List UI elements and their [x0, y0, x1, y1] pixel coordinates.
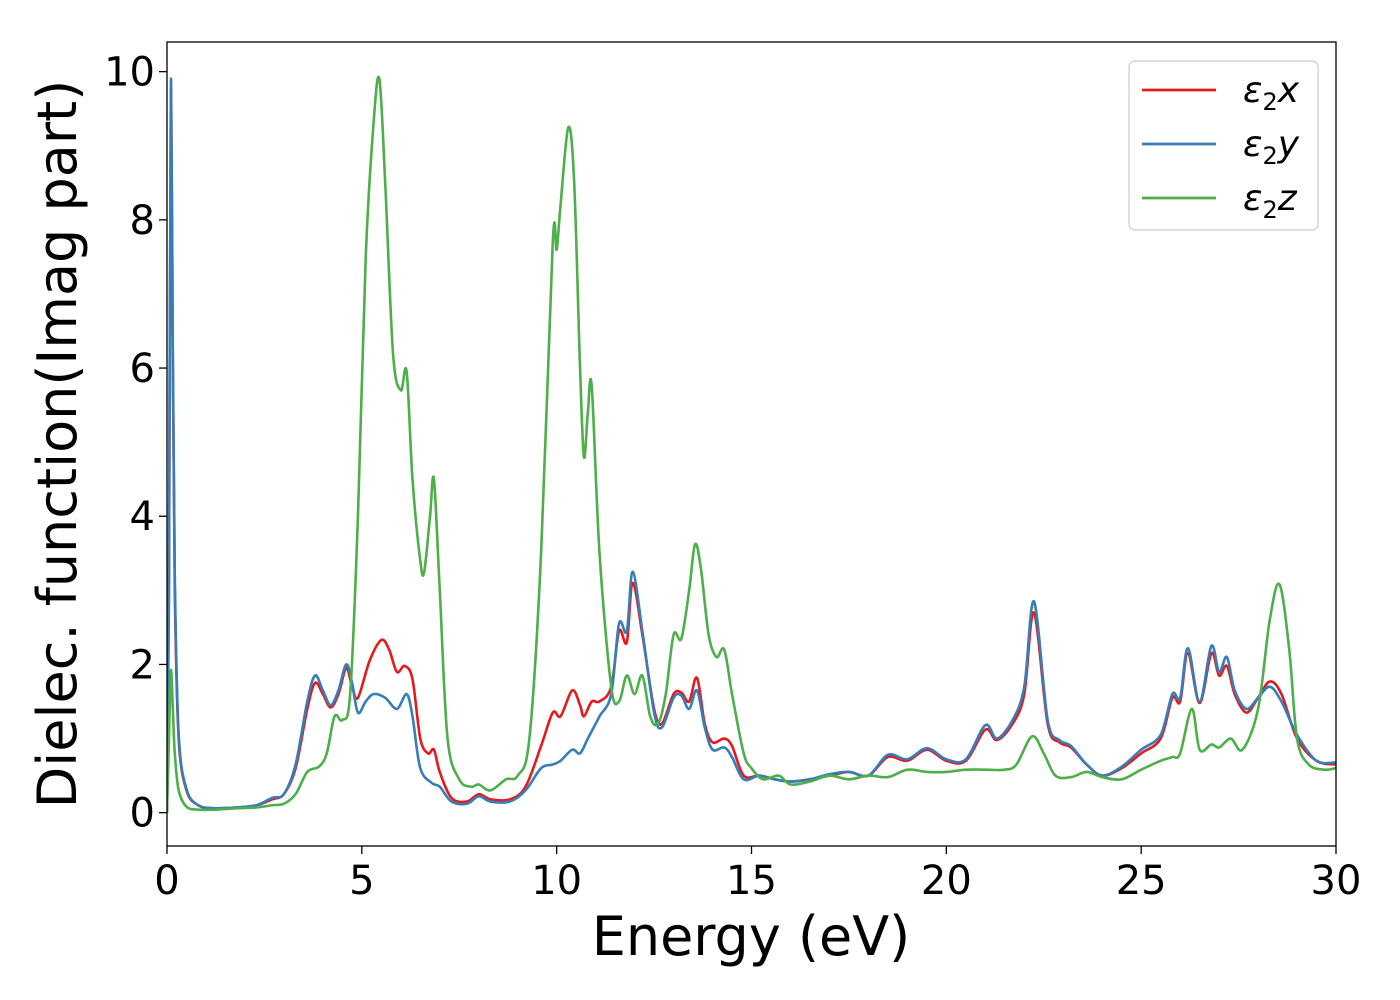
legend-label-y: ε2y: [1243, 124, 1300, 170]
x-tick-label: 25: [1116, 858, 1167, 904]
legend-frame: [1128, 60, 1319, 231]
y-tick-label: 4: [130, 494, 155, 540]
x-tick-label: 0: [154, 858, 179, 904]
y-tick-label: 2: [130, 642, 155, 688]
y-axis-label: Dielec. function(Imag part): [26, 80, 89, 809]
plot-series: [167, 75, 1336, 813]
x-tick-label: 10: [531, 858, 582, 904]
series-line-z: [167, 75, 1336, 813]
legend-label-x: ε2x: [1243, 70, 1300, 116]
y-tick-label: 8: [130, 198, 155, 244]
x-tick-label: 30: [1311, 858, 1362, 904]
x-axis: 0 5 10 15 20 25 30: [154, 846, 1361, 904]
x-tick-label: 15: [726, 858, 777, 904]
legend: ε2x ε2y ε2z: [1128, 60, 1319, 231]
y-tick-label: 0: [130, 791, 155, 837]
x-tick-label: 5: [349, 858, 374, 904]
y-tick-label: 6: [130, 346, 155, 392]
series-line-y: [167, 77, 1336, 813]
x-tick-label: 20: [921, 858, 972, 904]
legend-label-z: ε2z: [1243, 178, 1298, 224]
x-axis-label: Energy (eV): [592, 905, 911, 968]
y-tick-label: 10: [104, 50, 155, 96]
y-axis: 0 2 4 6 8 10: [104, 50, 167, 837]
